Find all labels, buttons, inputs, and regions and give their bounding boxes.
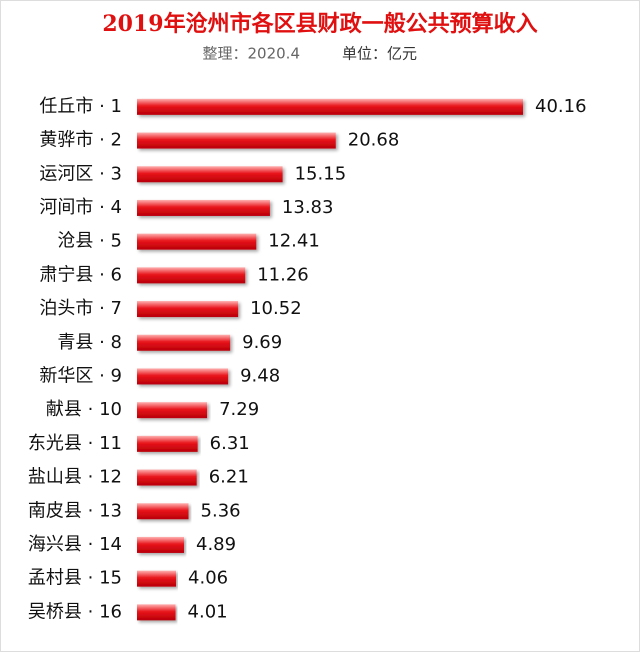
category-label: 任丘市 · 1 xyxy=(39,96,122,117)
chart-title: 2019年沧州市各区县财政一般公共预算收入 xyxy=(102,11,537,37)
bar xyxy=(137,402,208,419)
value-label: 20.68 xyxy=(348,130,400,151)
category-label: 南皮县 · 13 xyxy=(28,500,122,521)
bar xyxy=(137,604,176,621)
value-label: 6.21 xyxy=(209,467,249,488)
category-label: 黄骅市 · 2 xyxy=(39,130,122,151)
bar xyxy=(137,233,257,250)
category-label: 沧县 · 5 xyxy=(57,231,122,252)
value-label: 6.31 xyxy=(210,433,250,454)
bar xyxy=(137,570,177,587)
bar xyxy=(137,166,283,183)
bar xyxy=(137,334,231,351)
bar xyxy=(137,98,523,115)
value-label: 5.36 xyxy=(201,500,241,521)
category-label: 盐山县 · 12 xyxy=(28,467,122,488)
value-label: 11.26 xyxy=(257,264,309,285)
bar xyxy=(137,132,336,149)
value-label: 40.16 xyxy=(535,96,587,117)
bar xyxy=(137,503,189,520)
value-label: 4.01 xyxy=(188,601,228,622)
category-label: 泊头市 · 7 xyxy=(39,298,122,319)
value-label: 12.41 xyxy=(268,231,320,252)
bar xyxy=(137,368,229,385)
bar xyxy=(137,536,185,553)
value-label: 9.69 xyxy=(242,332,282,353)
value-label: 7.29 xyxy=(219,399,259,420)
bar xyxy=(137,469,197,486)
category-label: 海兴县 · 14 xyxy=(28,534,122,555)
value-label: 13.83 xyxy=(282,197,334,218)
category-label: 运河区 · 3 xyxy=(39,163,122,184)
value-label: 4.89 xyxy=(196,534,236,555)
bar xyxy=(137,267,246,284)
bar xyxy=(137,199,270,216)
value-label: 4.06 xyxy=(188,568,228,589)
value-label: 10.52 xyxy=(250,298,302,319)
category-label: 东光县 · 11 xyxy=(28,433,122,454)
category-label: 新华区 · 9 xyxy=(39,365,122,386)
value-label: 9.48 xyxy=(240,365,280,386)
category-label: 青县 · 8 xyxy=(57,332,122,353)
bar xyxy=(137,435,198,452)
unit-note: 单位：亿元 xyxy=(342,45,417,63)
value-label: 15.15 xyxy=(295,163,347,184)
category-label: 吴桥县 · 16 xyxy=(28,601,122,622)
bar xyxy=(137,301,239,318)
category-label: 孟村县 · 15 xyxy=(28,568,122,589)
category-label: 肃宁县 · 6 xyxy=(39,264,122,285)
category-label: 河间市 · 4 xyxy=(39,197,122,218)
category-label: 献县 · 10 xyxy=(46,399,122,420)
source-note: 整理：2020.4 xyxy=(203,45,301,63)
